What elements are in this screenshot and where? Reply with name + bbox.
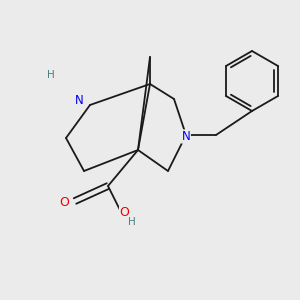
Text: H: H <box>128 217 136 227</box>
Text: O: O <box>60 196 69 209</box>
Text: N: N <box>75 94 84 107</box>
Text: N: N <box>182 130 190 143</box>
Text: H: H <box>47 70 55 80</box>
Text: O: O <box>120 206 129 220</box>
